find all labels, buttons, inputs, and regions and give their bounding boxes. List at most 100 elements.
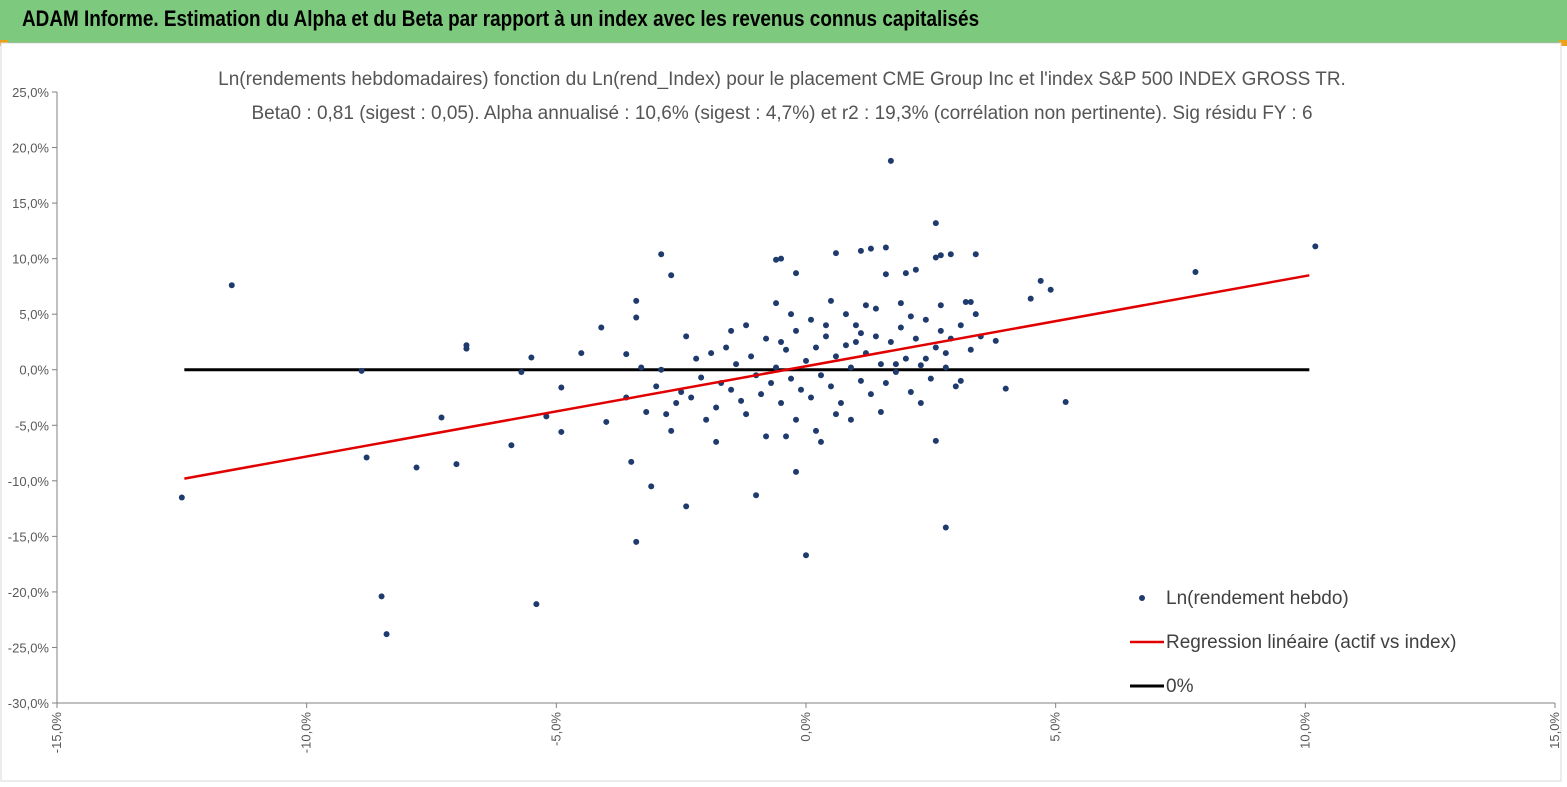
data-point bbox=[892, 368, 899, 375]
data-point bbox=[728, 327, 735, 334]
corner-marker-right bbox=[1559, 40, 1567, 46]
data-point bbox=[1047, 286, 1054, 293]
data-point bbox=[363, 454, 370, 461]
data-point bbox=[703, 416, 710, 423]
legend-marker-points bbox=[1139, 595, 1145, 601]
plot-area bbox=[178, 157, 1319, 638]
data-point bbox=[793, 416, 800, 423]
data-point bbox=[413, 464, 420, 471]
data-point bbox=[847, 416, 854, 423]
data-point bbox=[852, 338, 859, 345]
data-point bbox=[922, 355, 929, 362]
data-point bbox=[822, 333, 829, 340]
data-point bbox=[912, 335, 919, 342]
data-point bbox=[773, 300, 780, 307]
data-point bbox=[688, 394, 695, 401]
data-point bbox=[668, 272, 675, 279]
data-point bbox=[453, 461, 460, 468]
data-point bbox=[438, 414, 445, 421]
data-point bbox=[917, 400, 924, 407]
data-point bbox=[872, 305, 879, 312]
data-point bbox=[852, 322, 859, 329]
axes: 25,0% 20,0% 15,0% 10,0% 5,0% 0,0% -5,0% -10,0% -… bbox=[8, 85, 1562, 753]
data-point bbox=[937, 302, 944, 309]
data-point bbox=[1192, 268, 1199, 275]
data-point bbox=[817, 372, 824, 379]
data-point bbox=[1312, 243, 1319, 250]
data-point bbox=[638, 364, 645, 371]
data-point bbox=[857, 247, 864, 254]
x-tick-label: -15,0% bbox=[49, 712, 64, 754]
data-point bbox=[383, 631, 390, 638]
data-point bbox=[942, 350, 949, 357]
data-point bbox=[788, 311, 795, 318]
data-point bbox=[783, 346, 790, 353]
data-point bbox=[877, 408, 884, 415]
data-point bbox=[967, 298, 974, 305]
data-point bbox=[822, 322, 829, 329]
data-point bbox=[643, 408, 650, 415]
data-point bbox=[917, 362, 924, 369]
data-point bbox=[867, 245, 874, 252]
data-point bbox=[558, 384, 565, 391]
data-point bbox=[857, 377, 864, 384]
regression-line bbox=[184, 274, 1310, 480]
data-point bbox=[778, 400, 785, 407]
y-tick-label: -30,0% bbox=[8, 696, 50, 711]
data-point bbox=[633, 538, 640, 545]
data-point bbox=[738, 397, 745, 404]
data-point bbox=[778, 338, 785, 345]
data-point bbox=[972, 251, 979, 258]
y-tick-label: 10,0% bbox=[12, 252, 49, 267]
data-point bbox=[962, 298, 969, 305]
data-point bbox=[178, 494, 185, 501]
data-point bbox=[882, 380, 889, 387]
data-point bbox=[768, 380, 775, 387]
data-point bbox=[952, 383, 959, 390]
data-point bbox=[932, 254, 939, 261]
data-point bbox=[683, 333, 690, 340]
data-point bbox=[358, 367, 365, 374]
data-point bbox=[678, 388, 685, 395]
data-point bbox=[763, 433, 770, 440]
data-point bbox=[748, 353, 755, 360]
y-tick-label: -10,0% bbox=[8, 474, 50, 489]
data-point bbox=[728, 386, 735, 393]
data-point bbox=[877, 361, 884, 368]
data-point bbox=[837, 400, 844, 407]
data-point bbox=[902, 270, 909, 277]
chart-title: Ln(rendements hebdomadaires) fonction du… bbox=[218, 69, 1346, 90]
data-point bbox=[882, 271, 889, 278]
data-point bbox=[713, 404, 720, 411]
data-point bbox=[558, 428, 565, 435]
data-point bbox=[827, 297, 834, 304]
data-point bbox=[887, 157, 894, 164]
data-point bbox=[778, 255, 785, 262]
data-point bbox=[763, 335, 770, 342]
data-point bbox=[842, 311, 849, 318]
chart-subtitle: Beta0 : 0,81 (sigest : 0,05). Alpha annu… bbox=[251, 103, 1312, 124]
data-point bbox=[753, 492, 760, 499]
data-point bbox=[603, 418, 610, 425]
data-point bbox=[743, 322, 750, 329]
data-point bbox=[698, 374, 705, 381]
y-tick-label: -20,0% bbox=[8, 585, 50, 600]
data-point bbox=[633, 314, 640, 321]
data-point bbox=[518, 368, 525, 375]
legend-label-regression: Regression linéaire (actif vs index) bbox=[1166, 632, 1456, 653]
data-point bbox=[673, 400, 680, 407]
data-point bbox=[773, 364, 780, 371]
data-point bbox=[633, 297, 640, 304]
data-point bbox=[932, 437, 939, 444]
data-point bbox=[862, 302, 869, 309]
data-point bbox=[803, 552, 809, 559]
data-point bbox=[857, 330, 864, 337]
y-tick-label: 25,0% bbox=[12, 85, 49, 100]
data-point bbox=[783, 433, 790, 440]
data-point bbox=[927, 375, 934, 382]
data-point bbox=[648, 483, 655, 490]
data-point bbox=[723, 344, 730, 351]
data-point bbox=[832, 250, 839, 257]
data-point bbox=[897, 324, 904, 331]
y-tick-label: 20,0% bbox=[12, 141, 49, 156]
